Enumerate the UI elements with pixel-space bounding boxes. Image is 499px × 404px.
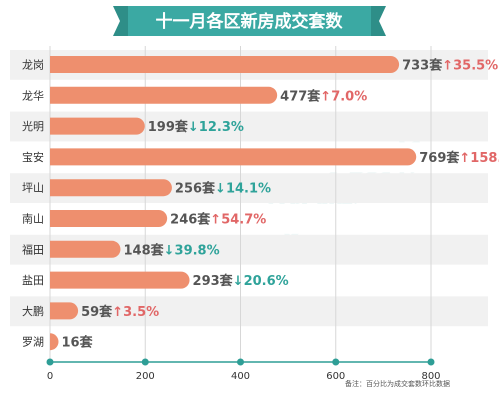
- category-label: 大鹏: [22, 304, 44, 318]
- value-change-label: 477套↑7.0%: [280, 88, 367, 104]
- bar-龙岗: [50, 56, 400, 73]
- x-axis-tick-marker: [427, 358, 435, 366]
- title-left-ribbon: [113, 6, 128, 36]
- x-axis-tick-label: 800: [421, 371, 440, 382]
- bar-大鹏: [50, 302, 79, 320]
- category-label: 盐田: [22, 274, 44, 287]
- category-label: 福田: [22, 242, 44, 256]
- value-change-label: 59套↑3.5%: [81, 304, 159, 320]
- value-change-label: 246套↑54.7%: [170, 212, 266, 228]
- value-change-label: 148套↓39.8%: [123, 242, 219, 258]
- bar-罗湖: [50, 333, 59, 351]
- bar-宝安: [50, 148, 417, 166]
- title-background: [128, 6, 371, 36]
- bar-坪山: [50, 179, 172, 197]
- bar-盐田: [50, 271, 190, 289]
- chart-note: 备注：百分比为成交套数环比数据: [345, 379, 450, 388]
- chart-title: 十一月各区新房成交套数: [156, 11, 344, 32]
- value-change-label: 733套↑35.5%: [402, 58, 498, 74]
- x-axis-tick-label: 400: [231, 371, 250, 382]
- value-change-label: 199套↓12.3%: [148, 119, 244, 135]
- title-right-ribbon: [371, 6, 386, 36]
- chart-title-banner: 十一月各区新房成交套数: [113, 6, 386, 36]
- row-band: [10, 327, 488, 357]
- category-label: 坪山: [22, 182, 44, 195]
- bar-福田: [50, 240, 121, 258]
- category-label: 南山: [22, 213, 44, 226]
- category-label: 宝安: [22, 150, 44, 164]
- row-band: [10, 296, 488, 327]
- x-axis-tick-marker: [141, 358, 149, 366]
- value-change-label: 293套↓20.6%: [193, 273, 289, 289]
- bar-光明: [50, 117, 145, 135]
- value-label: 16套: [62, 335, 94, 351]
- x-axis-tick-label: 0: [47, 371, 53, 382]
- category-label: 龙岗: [22, 59, 44, 72]
- x-axis-tick-label: 600: [326, 371, 345, 382]
- category-label: 罗湖: [22, 336, 44, 349]
- value-change-label: 769套↑158.9%: [419, 150, 499, 166]
- category-label: 龙华: [22, 88, 44, 102]
- bar-龙华: [50, 86, 278, 104]
- x-axis-tick-marker: [46, 358, 54, 366]
- value-change-label: 256套↓14.1%: [175, 181, 271, 197]
- x-axis-tick-marker: [237, 358, 244, 366]
- bar-南山: [50, 210, 168, 227]
- category-label: 光明: [22, 119, 44, 133]
- x-axis-tick-marker: [332, 358, 340, 366]
- x-axis-tick-label: 200: [136, 371, 155, 382]
